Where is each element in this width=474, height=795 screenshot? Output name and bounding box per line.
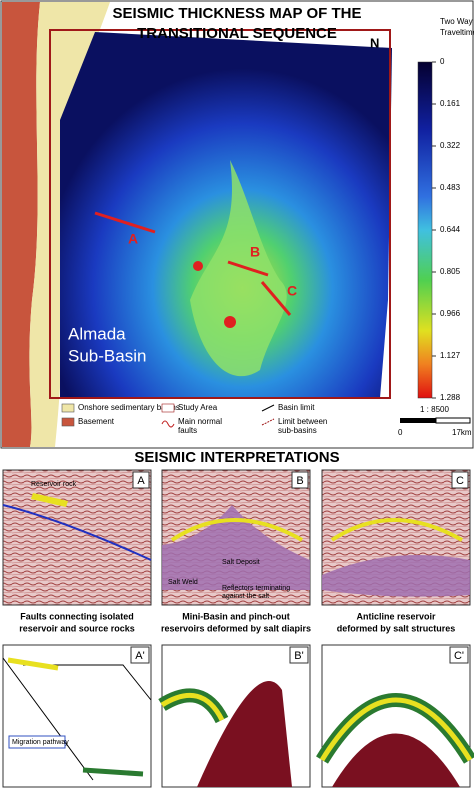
sketch-label: B': [294, 650, 303, 662]
colorbar-label: 0.805: [440, 267, 461, 276]
legend-label: Onshore sedimentary basins: [78, 403, 180, 412]
colorbar-title: Two Way: [440, 17, 473, 26]
colorbar-label: 0.483: [440, 183, 461, 192]
panel-label-box: [291, 471, 309, 489]
caption: Mini-Basin and pinch-out: [182, 611, 290, 621]
annotation: Salt Deposit: [222, 559, 260, 566]
legend-label: Study Area: [178, 403, 218, 412]
horizon: [2, 504, 152, 561]
scale-bar: [435, 417, 471, 424]
panel-label: C: [456, 475, 464, 487]
annotation: Reservoir rock: [31, 481, 77, 488]
reservoir: [7, 657, 59, 671]
colorbar-label: 0.644: [440, 225, 461, 234]
scale-start: 0: [398, 428, 403, 437]
section-title: SEISMIC INTERPRETATIONS: [134, 449, 339, 466]
scale-ratio: 1 : 8500: [420, 405, 449, 414]
hotspot: [193, 261, 203, 271]
colorbar-title: Traveltime (s):: [440, 28, 474, 37]
map-title: SEISMIC THICKNESS MAP OF THE: [113, 5, 362, 22]
colorbar: [417, 61, 433, 399]
panel-label-box: [132, 471, 150, 489]
section-label: B: [250, 244, 260, 260]
legend-swatch: [161, 420, 175, 428]
map-title: TRANSITIONAL SEQUENCE: [137, 25, 337, 42]
legend-swatch: [61, 403, 75, 413]
reservoir: [31, 493, 68, 507]
section-line: [94, 211, 156, 234]
study-area: [49, 29, 391, 399]
caption: deformed by salt structures: [337, 623, 456, 633]
annotation: against the salt: [222, 593, 269, 600]
basement: [2, 2, 40, 447]
legend-swatch: [61, 417, 75, 427]
legend-label: sub-basins: [278, 426, 317, 435]
salt-diapir: [332, 733, 460, 787]
panel-label-box: [130, 646, 150, 664]
colorbar-label: 0.966: [440, 309, 461, 318]
basin-label: Sub-Basin: [68, 346, 146, 365]
reservoir: [319, 697, 473, 762]
annotation: Migration pathway: [12, 739, 69, 746]
colorbar-label: 0.322: [440, 141, 461, 150]
annotation: Salt Weld: [168, 579, 198, 586]
salt-diapir: [197, 680, 292, 787]
caption: reservoirs deformed by salt diapirs: [161, 623, 311, 633]
panel-label-box: [451, 471, 469, 489]
scale-bar: [400, 418, 436, 423]
caption: Faults connecting isolated: [20, 611, 134, 621]
section-line: [227, 260, 269, 277]
thickness-map: [60, 32, 392, 398]
sketch-panel: [2, 644, 152, 788]
legend-swatch: [261, 418, 275, 426]
colorbar-label: 1.127: [440, 351, 461, 360]
salt: [322, 555, 470, 597]
panel-label-box: [289, 646, 309, 664]
legend-label: Main normal: [178, 417, 222, 426]
source: [82, 767, 144, 777]
legend-label: Basement: [78, 417, 115, 426]
panel-label: A: [137, 475, 145, 487]
legend-label: Limit between: [278, 417, 327, 426]
depocenter: [190, 160, 287, 377]
basin-label: Almada: [68, 324, 126, 343]
caption: reservoir and source rocks: [19, 623, 135, 633]
colorbar-label: 1.288: [440, 393, 461, 402]
legend-swatch: [261, 404, 275, 412]
scale-end: 17km: [452, 428, 472, 437]
legend-label: faults: [178, 426, 197, 435]
section-label: C: [287, 283, 297, 299]
section-line: [260, 281, 292, 316]
reservoir: [330, 518, 463, 542]
salt: [162, 505, 310, 590]
panel-label-box: [449, 646, 469, 664]
north-arrow: N: [370, 35, 379, 50]
caption: Anticline reservoir: [356, 611, 436, 621]
annotation: Reflectors terminating: [222, 585, 290, 592]
panel-label: B: [296, 475, 303, 487]
sketch-label: C': [454, 650, 464, 662]
fault-block: [2, 657, 152, 781]
legend-swatch: [161, 403, 175, 413]
section-label: A: [128, 231, 138, 247]
seismic-panel: [2, 469, 152, 606]
legend-label: Basin limit: [278, 403, 315, 412]
colorbar-label: 0.161: [440, 99, 461, 108]
colorbar-label: 0: [440, 57, 445, 66]
sketch-label: A': [135, 650, 144, 662]
reservoir: [170, 518, 303, 542]
reservoir: [160, 692, 225, 722]
hotspot: [224, 316, 236, 328]
annotation-box: [8, 735, 66, 749]
